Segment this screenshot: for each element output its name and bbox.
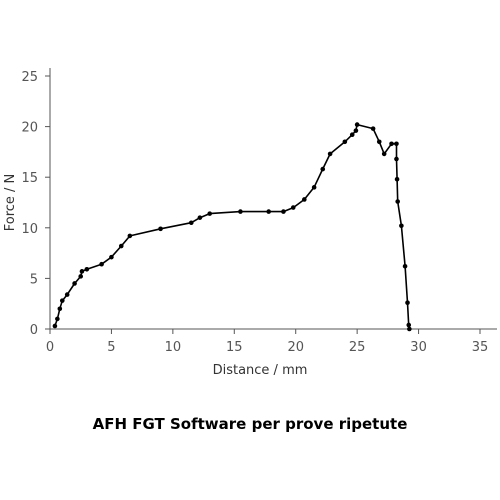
- data-point: [370, 126, 376, 131]
- data-point: [84, 266, 90, 272]
- data-point: [395, 199, 400, 204]
- data-point: [376, 139, 382, 145]
- data-point: [266, 209, 271, 214]
- data-point: [407, 326, 412, 332]
- x-tick-label: 30: [410, 340, 427, 355]
- chart-svg: 0 5 10 15 20 25 30 35 0 5 10 15 20 25 Distance / mm For…: [3, 68, 497, 378]
- data-point: [405, 300, 410, 305]
- caption: AFH FGT Software per prove ripetute: [92, 415, 408, 433]
- data-point: [64, 292, 70, 297]
- data-point: [118, 243, 124, 249]
- data-point: [79, 269, 85, 274]
- x-tick-label: 20: [287, 340, 304, 355]
- data-point: [188, 220, 194, 226]
- data-point: [327, 151, 333, 157]
- data-point: [399, 223, 404, 229]
- x-axis-label: Distance / mm: [213, 363, 308, 378]
- data-point: [353, 128, 359, 133]
- data-point: [311, 185, 317, 190]
- data-point: [394, 156, 399, 162]
- x-tick-label: 35: [472, 340, 489, 355]
- data-point: [238, 209, 243, 214]
- data-point: [302, 197, 307, 202]
- data-point: [389, 141, 394, 147]
- data-point: [109, 254, 114, 260]
- data-point: [406, 322, 412, 328]
- data-point: [197, 215, 203, 220]
- y-tick-label: 0: [30, 323, 38, 338]
- y-tick-label: 25: [21, 70, 38, 85]
- data-point: [52, 323, 58, 329]
- data-point: [402, 263, 408, 269]
- x-tick-label: 5: [107, 340, 115, 355]
- y-tick-label: 15: [21, 171, 38, 186]
- y-tick-label: 10: [21, 222, 38, 237]
- x-tick-label: 10: [165, 340, 182, 355]
- data-point: [207, 211, 213, 216]
- y-tick-label: 5: [30, 272, 38, 287]
- plot-area: 0 5 10 15 20 25 30 35 0 5 10 15 20 25 Distance / mm For…: [3, 68, 497, 378]
- y-axis-label: Force / N: [3, 174, 18, 232]
- data-point: [99, 261, 104, 267]
- data-point: [349, 132, 355, 137]
- data-point: [55, 316, 60, 322]
- data-point: [381, 151, 387, 157]
- data-point: [394, 176, 400, 182]
- data-point: [57, 306, 63, 312]
- series-line: [54, 123, 411, 330]
- data-point: [354, 122, 360, 127]
- data-point: [290, 205, 296, 210]
- x-tick-label: 25: [349, 340, 366, 355]
- y-tick-label: 20: [21, 121, 38, 136]
- x-tick-label: 0: [46, 340, 54, 355]
- data-point: [59, 298, 65, 303]
- x-tick-label: 15: [226, 340, 243, 355]
- data-point: [127, 233, 133, 239]
- data-point: [158, 226, 163, 232]
- data-point: [342, 139, 348, 145]
- data-point: [72, 281, 77, 286]
- data-point: [281, 209, 286, 214]
- data-point: [320, 166, 326, 172]
- data-point: [78, 274, 84, 279]
- data-point: [394, 141, 399, 147]
